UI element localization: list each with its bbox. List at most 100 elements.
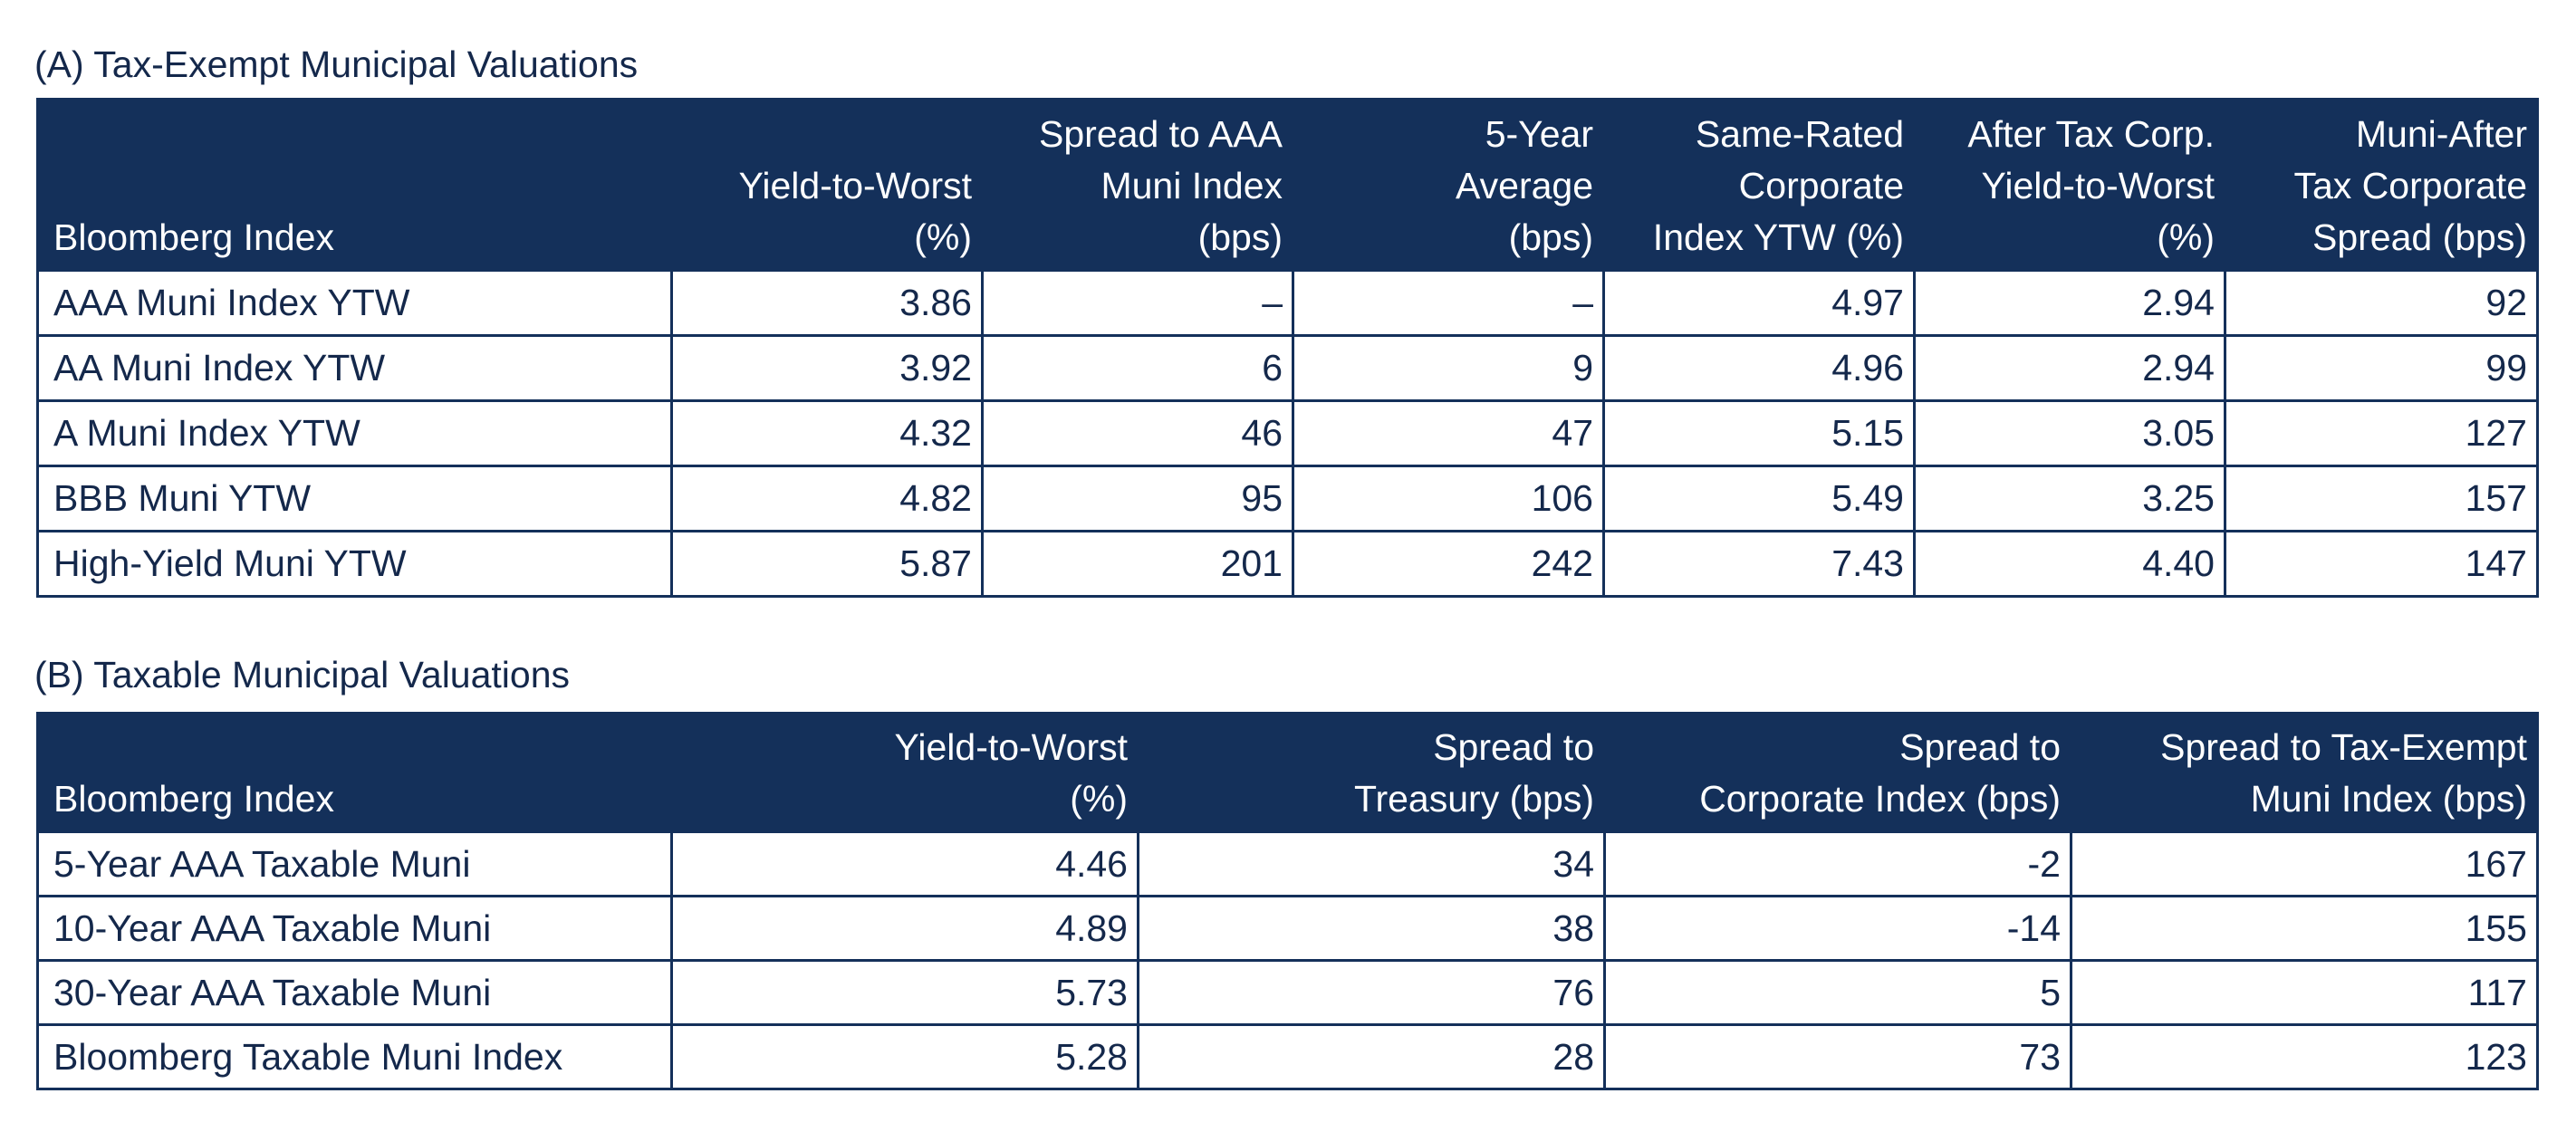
table-body: AAA Muni Index YTW 3.86– –4.97 2.94 92 AA Mun… — [36, 268, 2539, 598]
table-cell: 4.40 — [1913, 529, 2226, 598]
column-header: Yield-to-Worst (%) — [670, 98, 984, 270]
table-row: Bloomberg Taxable Muni Index 5.28 28 73 123 — [36, 1022, 2539, 1090]
table-cell: 117 — [2070, 958, 2539, 1026]
header-line: Spread to — [1899, 725, 2061, 768]
taxable-valuations-table: Bloomberg Index Yield-to-Worst (%) Spread t… — [36, 712, 2539, 1090]
table-cell: 4.46 — [670, 830, 1139, 897]
table-cell: 5.49 — [1602, 464, 1916, 532]
table-row: 5-Year AAA Taxable Muni 4.46 34 -2 167 — [36, 830, 2539, 897]
header-line: Muni Index (bps) — [2250, 777, 2527, 820]
column-header: Spread to AAA Muni Index (bps) — [981, 98, 1294, 270]
header-row: Bloomberg Index Yield-to-Worst (%) Spread t… — [36, 712, 2539, 831]
column-header: Yield-to-Worst (%) — [670, 712, 1139, 831]
row-label: 5-Year AAA Taxable Muni — [36, 830, 673, 897]
table-cell: 95 — [981, 464, 1294, 532]
table-cell: 155 — [2070, 894, 2539, 962]
table-cell: 4.32 — [670, 398, 984, 467]
table-cell: 5 — [1603, 958, 2072, 1026]
column-header: Spread to Corporate Index (bps) — [1603, 712, 2072, 831]
header-line: Same-Rated — [1695, 112, 1904, 155]
table-row: AAA Muni Index YTW 3.86– –4.97 2.94 92 — [36, 268, 2539, 337]
table-cell: 7.43 — [1602, 529, 1916, 598]
table-cell: 38 — [1137, 894, 1606, 962]
column-header-index: Bloomberg Index — [36, 712, 673, 831]
header-line: Yield-to-Worst — [1981, 164, 2215, 206]
column-header: Muni-After Tax Corporate Spread (bps) — [2224, 98, 2539, 270]
row-label: Bloomberg Taxable Muni Index — [36, 1022, 673, 1090]
row-label: A Muni Index YTW — [36, 398, 673, 467]
table-cell: 4.96 — [1602, 333, 1916, 402]
header-line: Spread (bps) — [2312, 216, 2527, 258]
table-cell: 6 — [981, 333, 1294, 402]
table-row: AA Muni Index YTW 3.92 6 9 4.96 2.94 99 — [36, 333, 2539, 402]
column-header: Spread to Treasury (bps) — [1137, 712, 1606, 831]
table-row: High-Yield Muni YTW 5.87 201 242 7.43 4.40 147 — [36, 529, 2539, 598]
table-cell: -2 — [1603, 830, 2072, 897]
table-cell: 99 — [2224, 333, 2539, 402]
table-cell: -14 — [1603, 894, 2072, 962]
table-cell: 242 — [1292, 529, 1605, 598]
row-label: BBB Muni YTW — [36, 464, 673, 532]
header-line: Spread to — [1433, 725, 1594, 768]
table-cell: 201 — [981, 529, 1294, 598]
table-cell: 2.94 — [1913, 333, 2226, 402]
table-cell: 76 — [1137, 958, 1606, 1026]
table-cell: 92 — [2224, 268, 2539, 337]
table-cell: 4.89 — [670, 894, 1139, 962]
table-cell: 127 — [2224, 398, 2539, 467]
column-header: Same-Rated Corporate Index YTW (%) — [1602, 98, 1916, 270]
header-line: After Tax Corp. — [1967, 112, 2215, 155]
table-cell: 167 — [2070, 830, 2539, 897]
header-line: (%) — [2157, 216, 2215, 258]
column-header: Spread to Tax-Exempt Muni Index (bps) — [2070, 712, 2539, 831]
column-header-index: Bloomberg Index — [36, 98, 673, 270]
table-row: 30-Year AAA Taxable Muni 5.73 76 5 117 — [36, 958, 2539, 1026]
table-cell: 5.15 — [1602, 398, 1916, 467]
table-cell: 28 — [1137, 1022, 1606, 1090]
table-body: 5-Year AAA Taxable Muni 4.46 34 -2 167 10-Yea… — [36, 830, 2539, 1090]
header-line: Average — [1456, 164, 1593, 206]
tax-exempt-valuations-table: Bloomberg Index Yield-to-Worst (%) Spread t… — [36, 98, 2539, 598]
header-line: Spread to AAA — [1039, 112, 1283, 155]
header-line: Bloomberg Index — [53, 216, 334, 258]
table-cell: 47 — [1292, 398, 1605, 467]
table-cell: 2.94 — [1913, 268, 2226, 337]
row-label: AAA Muni Index YTW — [36, 268, 673, 337]
header-line: (%) — [914, 216, 972, 258]
table-row: BBB Muni YTW 4.82 95 106 5.49 3.25 157 — [36, 464, 2539, 532]
row-label: AA Muni Index YTW — [36, 333, 673, 402]
section-a-title: (A) Tax-Exempt Municipal Valuations — [34, 43, 639, 85]
table-cell: 4.97 — [1602, 268, 1916, 337]
table-cell: – — [981, 268, 1294, 337]
table-cell: 5.28 — [670, 1022, 1139, 1090]
header-line: Tax Corporate — [2293, 164, 2527, 206]
table-cell: 34 — [1137, 830, 1606, 897]
table-cell: 73 — [1603, 1022, 2072, 1090]
table-cell: 9 — [1292, 333, 1605, 402]
header-row: Bloomberg Index Yield-to-Worst (%) Spread t… — [36, 98, 2539, 270]
row-label: High-Yield Muni YTW — [36, 529, 673, 598]
table-cell: 147 — [2224, 529, 2539, 598]
table-header: Bloomberg Index Yield-to-Worst (%) Spread t… — [36, 98, 2539, 270]
table-cell: 46 — [981, 398, 1294, 467]
header-line: (bps) — [1508, 216, 1593, 258]
row-label: 10-Year AAA Taxable Muni — [36, 894, 673, 962]
table-cell: 3.25 — [1913, 464, 2226, 532]
table-cell: 5.87 — [670, 529, 984, 598]
header-line: Index YTW (%) — [1652, 216, 1904, 258]
header-line: Treasury (bps) — [1353, 777, 1594, 820]
table-cell: – — [1292, 268, 1605, 337]
header-line: Bloomberg Index — [53, 777, 334, 820]
header-line: Yield-to-Worst — [738, 164, 972, 206]
table-cell: 123 — [2070, 1022, 2539, 1090]
header-line: Spread to Tax-Exempt — [2160, 725, 2527, 768]
table-cell: 4.82 — [670, 464, 984, 532]
row-label: 30-Year AAA Taxable Muni — [36, 958, 673, 1026]
table-cell: 3.05 — [1913, 398, 2226, 467]
table-cell: 5.73 — [670, 958, 1139, 1026]
header-line: Yield-to-Worst — [894, 725, 1128, 768]
header-line: (%) — [1070, 777, 1128, 820]
column-header: 5-Year Average (bps) — [1292, 98, 1605, 270]
header-line: Corporate Index (bps) — [1699, 777, 2061, 820]
table-header: Bloomberg Index Yield-to-Worst (%) Spread t… — [36, 712, 2539, 831]
